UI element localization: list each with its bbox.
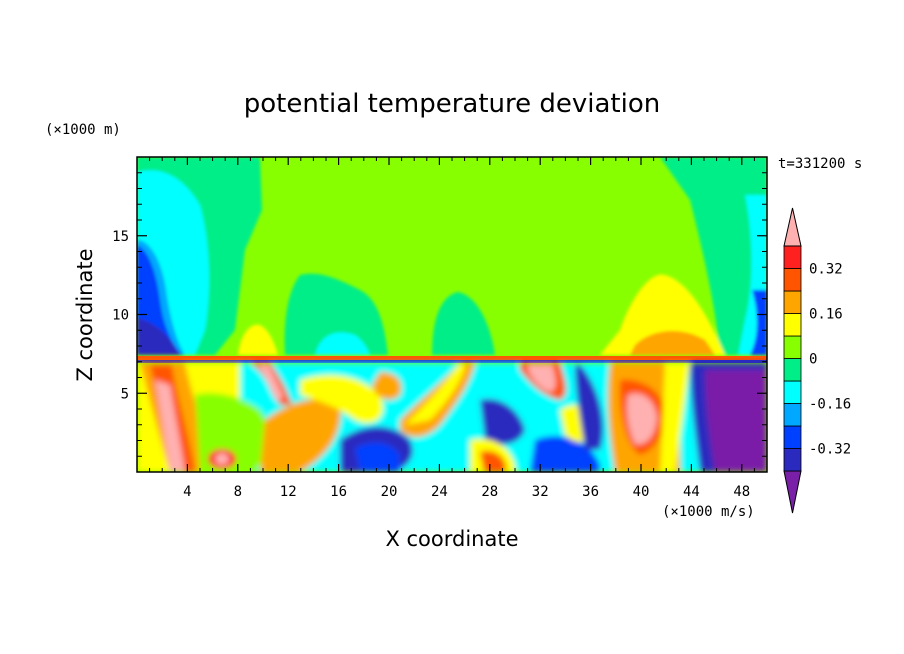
chart-title: potential temperature deviation: [244, 89, 660, 119]
inversion-line: [137, 356, 767, 361]
x-axis-label: X coordinate: [385, 527, 518, 551]
x-tick-label: 36: [582, 484, 599, 500]
x-unit-label: (×1000 m/s): [662, 504, 755, 520]
x-tick-label: 16: [330, 484, 347, 500]
plume-14: [284, 273, 388, 355]
y-unit-label: (×1000 m): [45, 122, 121, 138]
colorbar-tick-label: -0.16: [809, 397, 851, 413]
x-tick-label: 48: [733, 484, 750, 500]
y-axis-label: Z coordinate: [73, 248, 97, 381]
colorbar-swatch: [783, 313, 802, 337]
plume-10-yellow: [238, 324, 278, 355]
x-tick-label: 44: [683, 484, 700, 500]
x-tick-label: 8: [234, 484, 242, 500]
colorbar-tick-label: -0.32: [809, 442, 851, 458]
plume-14-cyan: [315, 332, 370, 355]
upper-right-blue: [750, 290, 767, 355]
y-ticks: 5 10 15: [112, 172, 767, 457]
colorbar-swatch: [783, 358, 802, 382]
colorbar-min-triangle: [783, 470, 802, 514]
plume-25: [432, 292, 495, 355]
colorbar-swatch: [783, 245, 802, 269]
colorbar-max-triangle: [783, 207, 802, 247]
colorbar-swatch: [783, 403, 802, 427]
x-tick-label: 20: [381, 484, 398, 500]
contour-field: [137, 157, 767, 472]
y-tick-label: 10: [112, 308, 129, 324]
x-tick-label: 24: [431, 484, 448, 500]
x-tick-label: 12: [280, 484, 297, 500]
time-label: t=331200 s: [778, 156, 862, 172]
upper-right-orange: [630, 330, 715, 355]
lower-layer: [137, 363, 767, 472]
upper-right-greenband: [660, 157, 767, 355]
colorbar: -0.32 -0.16 0 0.16 0.32: [783, 207, 851, 514]
x-tick-label: 40: [633, 484, 650, 500]
colorbar-swatch: [783, 268, 802, 292]
x-ticks: 4 8 12 16 20 24 28 32 36 40 44 48: [149, 157, 755, 500]
x-tick-label: 4: [183, 484, 191, 500]
x-tick-label: 32: [532, 484, 549, 500]
x-tick-label: 28: [481, 484, 498, 500]
colorbar-swatch: [783, 448, 802, 472]
y-tick-label: 5: [121, 386, 129, 402]
colorbar-swatch: [783, 425, 802, 449]
colorbar-tick-label: 0: [809, 352, 817, 368]
colorbar-swatch: [783, 380, 802, 404]
colorbar-swatch: [783, 290, 802, 314]
colorbar-tick-label: 0.32: [809, 262, 843, 278]
inversion-line-dark: [137, 360, 767, 363]
upper-left-darkblue: [137, 318, 180, 355]
y-tick-label: 15: [112, 229, 129, 245]
colorbar-swatch: [783, 335, 802, 359]
colorbar-tick-label: 0.16: [809, 307, 843, 323]
